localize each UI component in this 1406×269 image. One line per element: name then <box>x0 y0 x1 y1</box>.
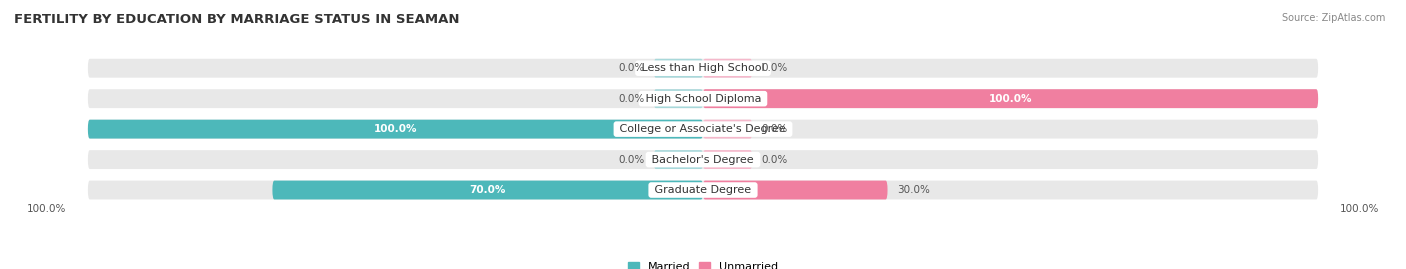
FancyBboxPatch shape <box>703 150 752 169</box>
Legend: Married, Unmarried: Married, Unmarried <box>623 257 783 269</box>
FancyBboxPatch shape <box>273 180 703 200</box>
Text: Bachelor's Degree: Bachelor's Degree <box>648 155 758 165</box>
FancyBboxPatch shape <box>87 59 1319 78</box>
Text: 0.0%: 0.0% <box>762 124 787 134</box>
Text: 0.0%: 0.0% <box>619 155 644 165</box>
Text: 0.0%: 0.0% <box>762 155 787 165</box>
Text: 70.0%: 70.0% <box>470 185 506 195</box>
FancyBboxPatch shape <box>654 59 703 78</box>
FancyBboxPatch shape <box>654 150 703 169</box>
FancyBboxPatch shape <box>703 59 752 78</box>
Text: 30.0%: 30.0% <box>897 185 929 195</box>
Text: Source: ZipAtlas.com: Source: ZipAtlas.com <box>1281 13 1385 23</box>
Text: 100.0%: 100.0% <box>988 94 1032 104</box>
FancyBboxPatch shape <box>87 150 1319 169</box>
Text: FERTILITY BY EDUCATION BY MARRIAGE STATUS IN SEAMAN: FERTILITY BY EDUCATION BY MARRIAGE STATU… <box>14 13 460 26</box>
FancyBboxPatch shape <box>87 89 1319 108</box>
Text: 0.0%: 0.0% <box>619 94 644 104</box>
Text: 0.0%: 0.0% <box>762 63 787 73</box>
FancyBboxPatch shape <box>703 120 752 139</box>
FancyBboxPatch shape <box>87 180 1319 200</box>
FancyBboxPatch shape <box>703 89 1319 108</box>
Text: 100.0%: 100.0% <box>1340 204 1379 214</box>
Text: High School Diploma: High School Diploma <box>641 94 765 104</box>
FancyBboxPatch shape <box>87 120 703 139</box>
Text: 100.0%: 100.0% <box>27 204 66 214</box>
Text: Graduate Degree: Graduate Degree <box>651 185 755 195</box>
FancyBboxPatch shape <box>703 180 887 200</box>
Text: College or Associate's Degree: College or Associate's Degree <box>616 124 790 134</box>
Text: 0.0%: 0.0% <box>619 63 644 73</box>
FancyBboxPatch shape <box>654 89 703 108</box>
Text: 100.0%: 100.0% <box>374 124 418 134</box>
Text: Less than High School: Less than High School <box>638 63 768 73</box>
FancyBboxPatch shape <box>87 120 1319 139</box>
